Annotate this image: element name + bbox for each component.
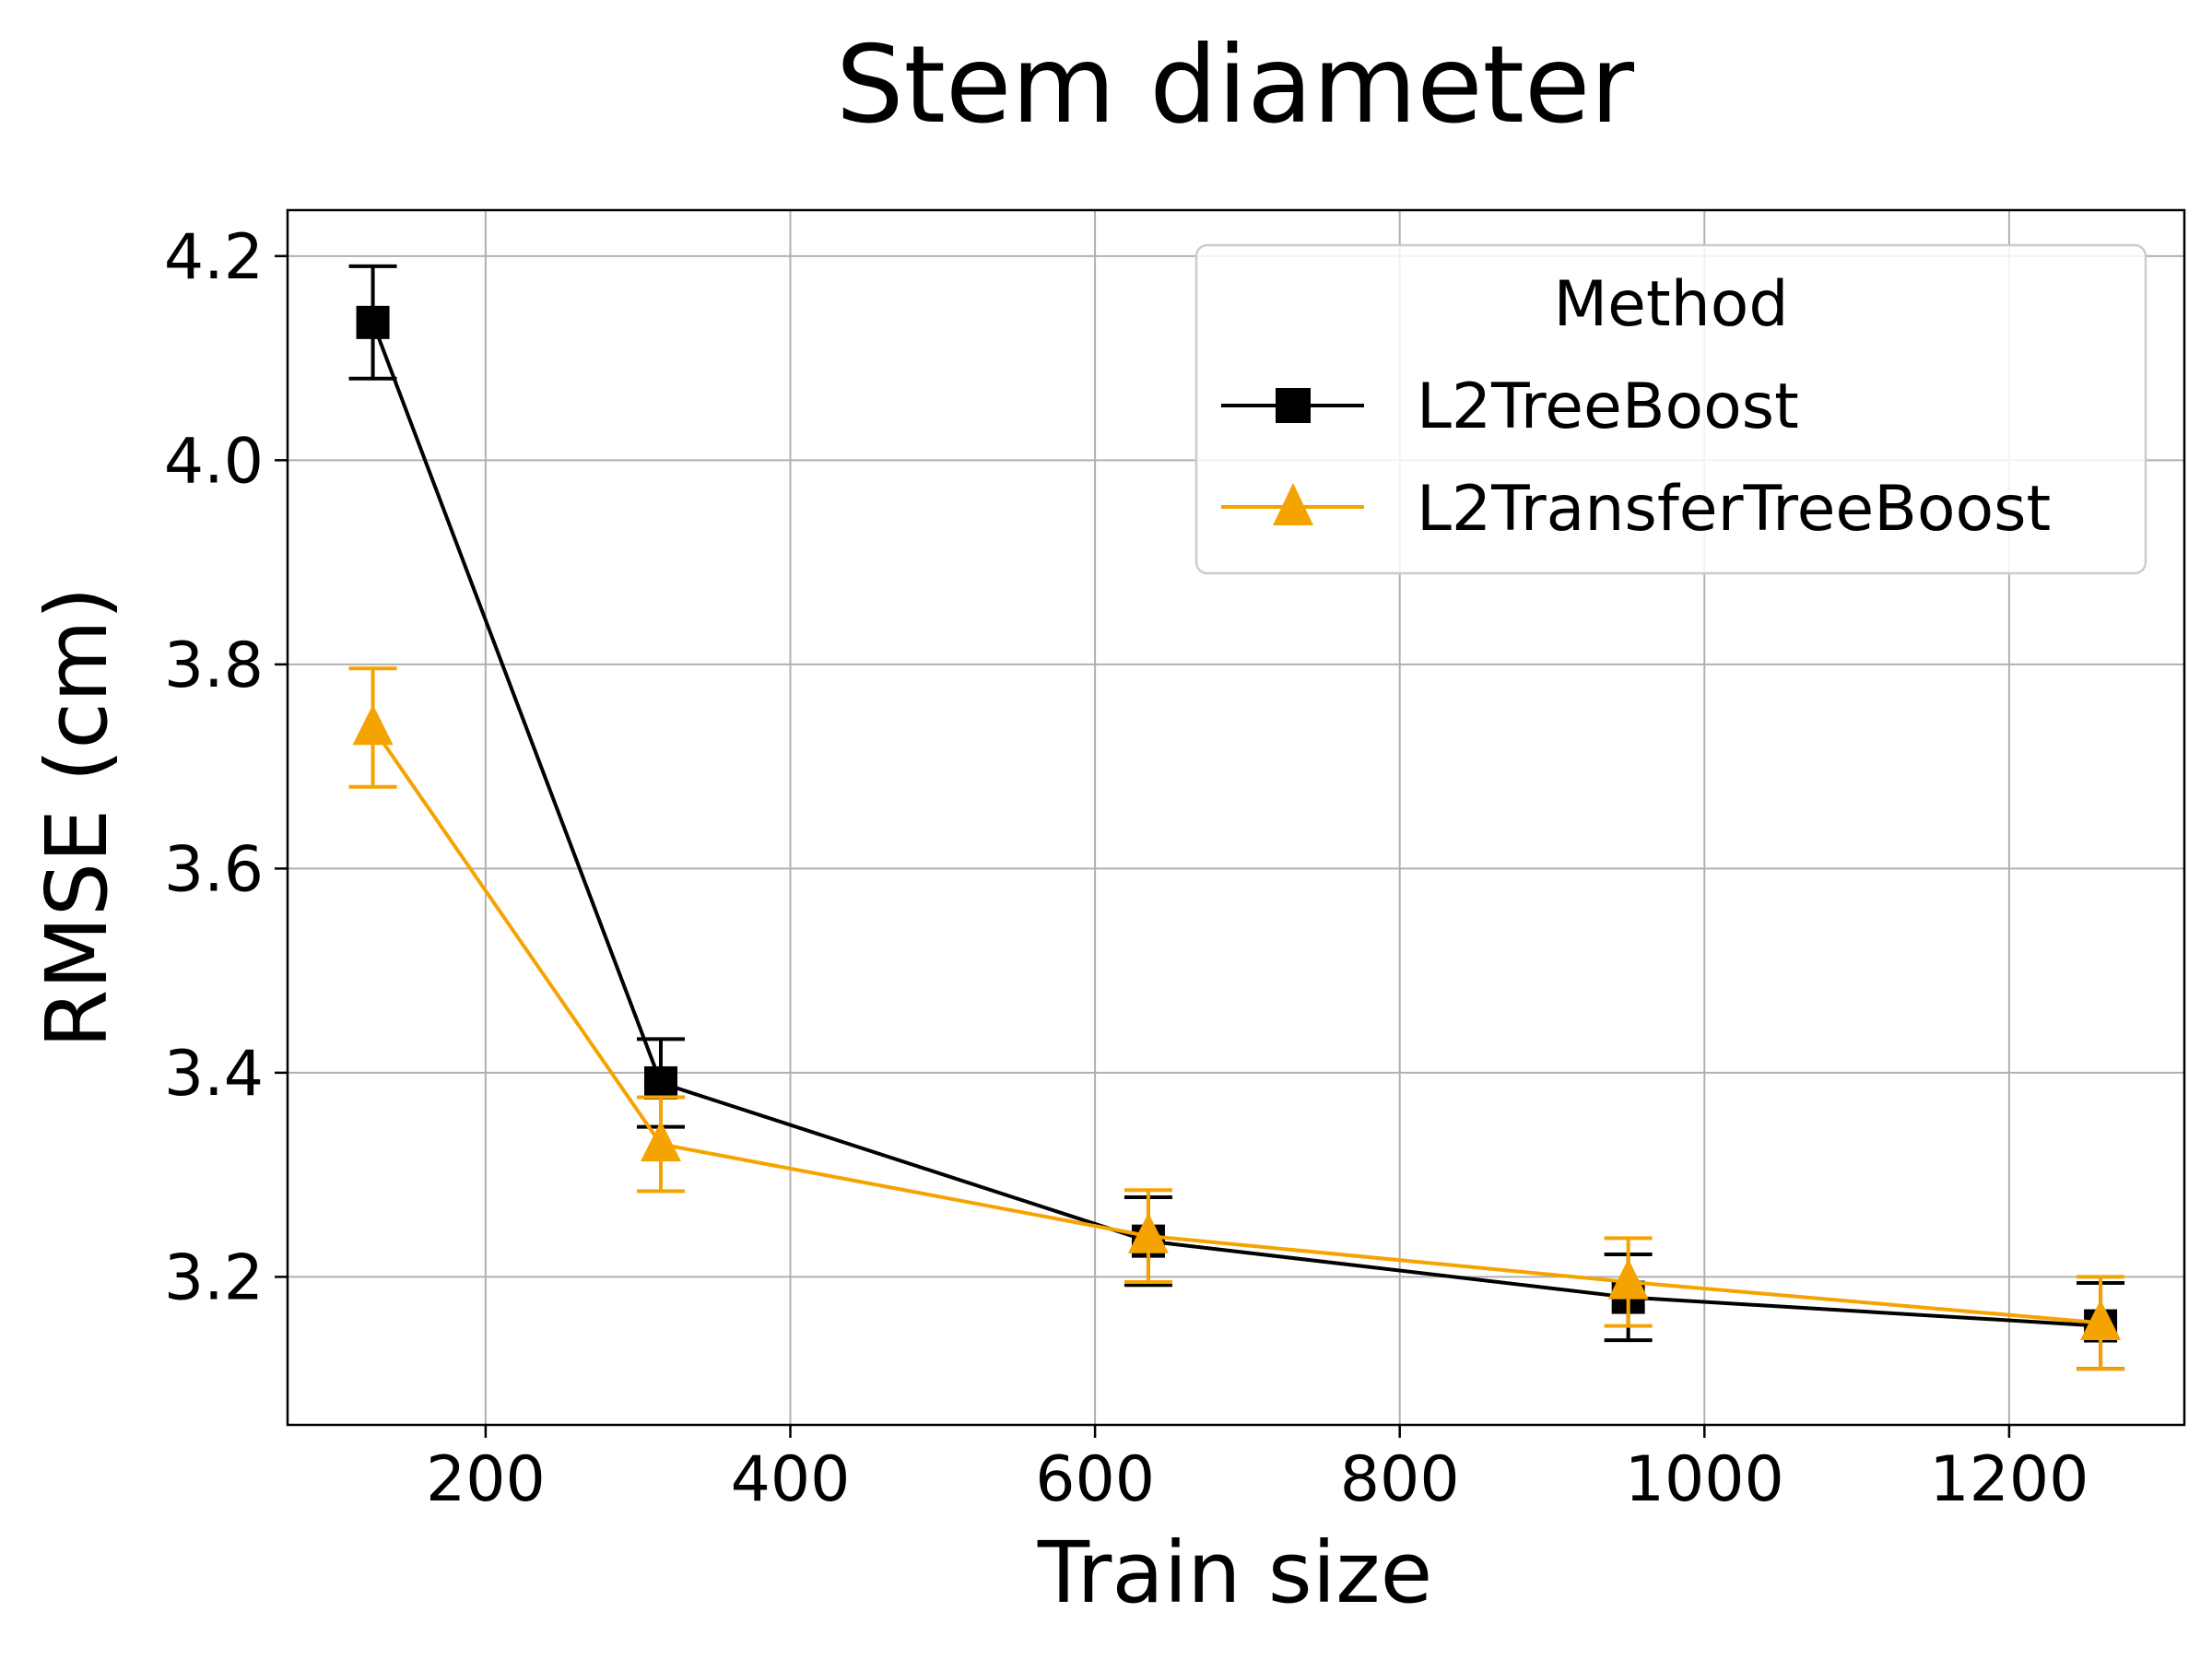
triangle-marker: [352, 704, 394, 746]
legend-triangle-marker: [1273, 483, 1313, 525]
square-marker: [356, 305, 390, 339]
triangle-marker: [2080, 1299, 2122, 1340]
ticks: 200 400 600 800 1000 1200 3.2 3.4 3.6 3.8 4.0 4.2: [164, 221, 2089, 1516]
legend-label-l2treeboost: L2TreeBoost: [1417, 371, 1799, 443]
legend-label-l2transfertreeboost: L2TransferTreeBoost: [1417, 473, 2051, 546]
legend-entry-l2transfertreeboost: L2TransferTreeBoost: [1221, 473, 2051, 546]
triangle-marker: [1607, 1258, 1649, 1300]
square-marker: [643, 1065, 677, 1100]
y-tick-label: 3.8: [164, 629, 264, 702]
legend-entry-l2treeboost: L2TreeBoost: [1221, 371, 1799, 443]
x-axis-label: Train size: [1037, 1524, 1432, 1622]
plot-frame: [286, 208, 2186, 1427]
legend-box: [1194, 243, 2147, 575]
y-axis-label: RMSE (cm): [28, 586, 126, 1048]
series-l2transfertreeboost: [348, 666, 2125, 1371]
series-layer: [348, 264, 2125, 1371]
x-tick-label: 1200: [1929, 1443, 2088, 1516]
y-tick-label: 3.4: [164, 1038, 264, 1111]
y-tick-label: 4.0: [164, 425, 264, 498]
legend: Method L2TreeBoost L2TransferTreeBoost: [1194, 243, 2147, 575]
x-tick-label: 400: [731, 1443, 851, 1516]
triangle-marker: [640, 1121, 681, 1162]
y-tick-label: 3.6: [164, 833, 264, 906]
chart-title: Stem diameter: [836, 23, 1635, 147]
x-tick-label: 1000: [1625, 1443, 1784, 1516]
legend-square-marker: [1276, 388, 1311, 423]
triangle-marker: [1127, 1212, 1169, 1253]
x-tick-label: 200: [426, 1443, 546, 1516]
legend-title: Method: [1553, 268, 1788, 341]
x-tick-label: 800: [1340, 1443, 1460, 1516]
x-tick-label: 600: [1035, 1443, 1155, 1516]
y-tick-label: 4.2: [164, 221, 264, 294]
y-tick-label: 3.2: [164, 1241, 264, 1314]
